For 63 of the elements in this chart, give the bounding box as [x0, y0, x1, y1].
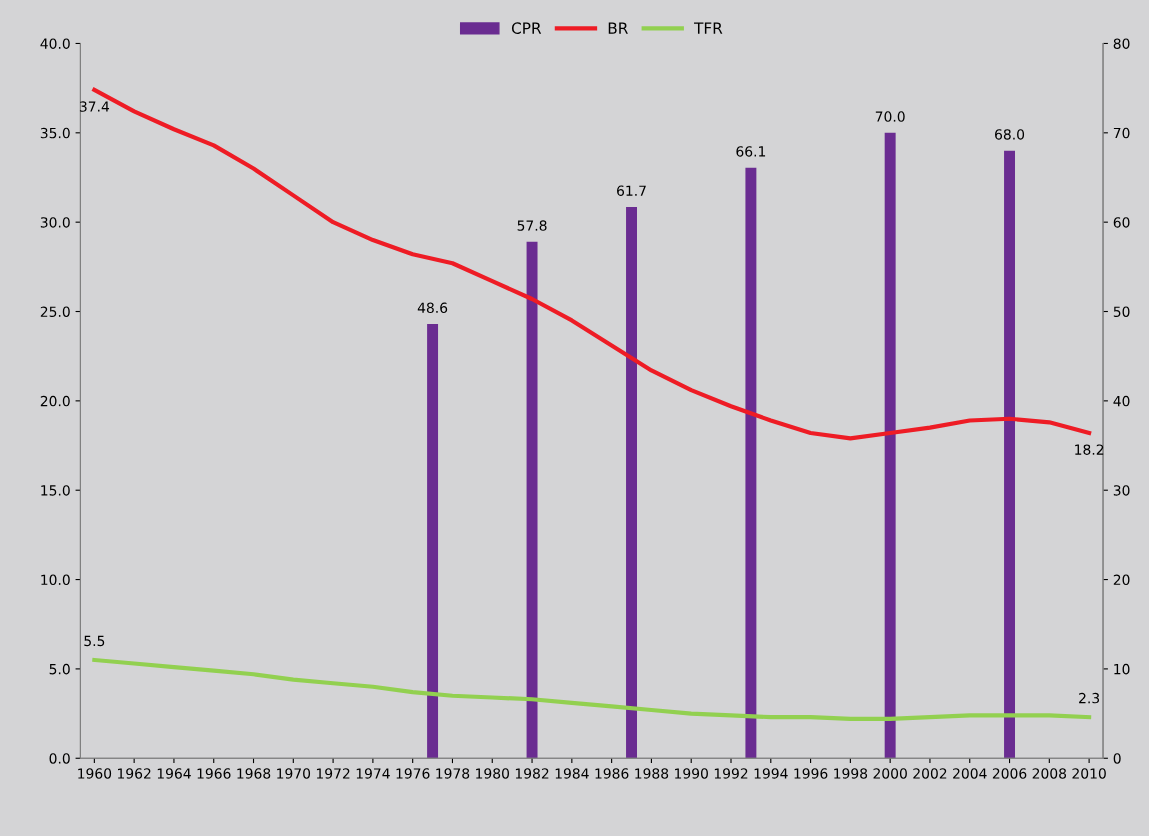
data-label: 57.8 [517, 220, 547, 231]
bar [884, 132, 896, 759]
data-label: 37.4 [79, 101, 110, 112]
x-tick-label: 1962 [118, 768, 151, 779]
x-tick-label: 1972 [316, 768, 350, 779]
x-tick-label: 1986 [595, 768, 629, 779]
y-tick-label: 40.0 [40, 38, 70, 49]
data-label: 18.2 [1075, 444, 1104, 455]
bar [1004, 150, 1015, 759]
y2-tick-label: 40 [1113, 395, 1130, 407]
x-tick-label: 1970 [277, 768, 311, 779]
y2-tick-label: 80 [1113, 38, 1130, 49]
data-label: 66.1 [736, 146, 766, 157]
y2-tick-label: 70 [1113, 127, 1130, 139]
y2-tick-label: 50 [1113, 306, 1130, 317]
x-tick-label: 2000 [873, 768, 907, 779]
bar [626, 206, 637, 759]
x-tick-label: 1980 [476, 768, 510, 779]
x-tick-label: 1966 [197, 768, 231, 779]
x-tick-label: 1964 [157, 768, 191, 779]
data-label: 2.3 [1079, 692, 1100, 704]
y2-tick-label: 10 [1114, 663, 1130, 675]
y2-tick-label: 20 [1113, 574, 1130, 586]
legend-label: TFR [694, 22, 723, 34]
y-tick-label: 5.0 [49, 663, 70, 675]
x-tick-label: 1992 [714, 768, 748, 779]
x-tick-label: 1968 [237, 768, 271, 779]
data-label: 5.5 [84, 635, 105, 647]
y-tick-label: 35.0 [40, 127, 70, 139]
x-tick-label: 1994 [754, 768, 788, 779]
x-tick-label: 2008 [1032, 768, 1067, 779]
x-tick-label: 1996 [794, 768, 828, 779]
x-tick-label: 1990 [675, 768, 708, 779]
bar [427, 324, 439, 759]
x-tick-label: 1976 [396, 768, 430, 779]
x-tick-label: 1960 [78, 768, 112, 779]
x-tick-label: 1978 [436, 768, 470, 779]
bar [526, 241, 538, 759]
y-tick-label: 15.0 [41, 485, 70, 496]
y-tick-label: 25.0 [40, 306, 70, 317]
x-tick-label: 2004 [953, 768, 987, 779]
y2-tick-label: 0 [1113, 753, 1121, 764]
legend-label: CPR [511, 22, 542, 34]
bar [745, 167, 757, 759]
data-label: 48.6 [417, 302, 448, 313]
y-tick-label: 10.0 [41, 574, 70, 586]
y2-tick-label: 60 [1113, 217, 1130, 228]
y2-tick-label: 30 [1113, 485, 1130, 496]
data-label: 61.7 [617, 185, 646, 196]
data-label: 70.0 [875, 111, 905, 122]
x-tick-label: 2002 [913, 768, 947, 779]
x-tick-label: 1974 [356, 768, 390, 779]
y-tick-label: 20.0 [40, 395, 70, 407]
x-tick-label: 2010 [1072, 768, 1106, 779]
x-tick-label: 1988 [635, 768, 669, 779]
x-tick-label: 1998 [834, 768, 868, 779]
legend-label: BR [608, 22, 628, 34]
x-tick-label: 2006 [992, 768, 1027, 779]
y-tick-label: 30.0 [40, 217, 70, 228]
y-tick-label: 0.0 [49, 753, 70, 764]
data-label: 68.0 [995, 129, 1025, 140]
x-tick-label: 1984 [555, 768, 589, 779]
x-tick-label: 1982 [515, 768, 549, 779]
